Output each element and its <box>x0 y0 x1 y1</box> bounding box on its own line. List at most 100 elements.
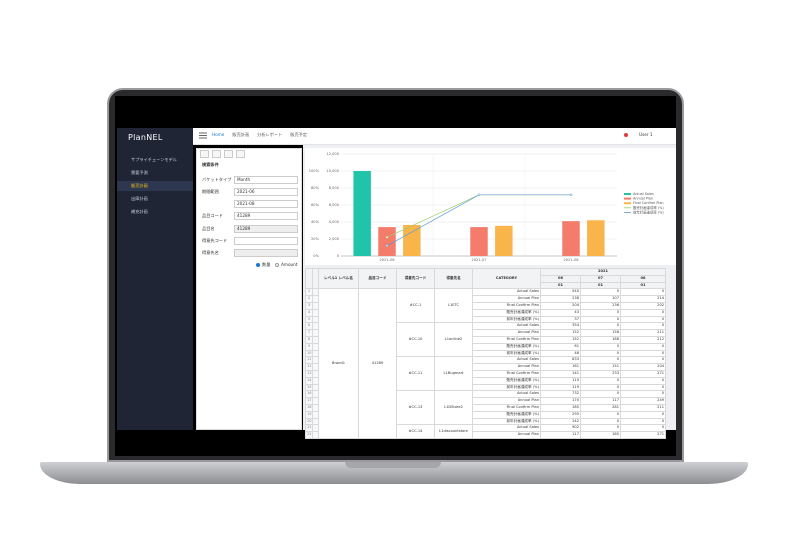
value-cell: 233 <box>580 369 621 378</box>
header-row: レベル1 レベル名 品目コード 得意先コード 得意先名 CATEGORY 2021 <box>305 267 667 290</box>
table-row: 11 #CC-11 L1Bugmart Actual Sales 833 0 0 <box>305 356 667 392</box>
value-cell: 0 <box>619 424 667 433</box>
hamburger-icon[interactable] <box>199 132 207 139</box>
data-table: レベル1 レベル名 品目コード 得意先コード 得意先名 CATEGORY 2021 06 07… <box>305 267 667 439</box>
row-select[interactable] <box>312 403 319 412</box>
value-cell: 107 <box>580 295 621 303</box>
row-select[interactable] <box>312 356 319 365</box>
menu-item[interactable]: 販売計画 <box>117 181 193 191</box>
category-cell: Annual Plan <box>472 363 541 371</box>
bar <box>403 224 421 256</box>
row-select[interactable] <box>312 424 319 433</box>
menu-item[interactable]: 出庫計画 <box>131 196 148 201</box>
legend-label[interactable]: Final Confirm Plan <box>633 201 664 205</box>
row-select[interactable] <box>312 431 319 439</box>
breadcrumb-item[interactable]: 分析レポート <box>257 132 283 137</box>
date-input[interactable]: 2021-08 <box>234 200 298 208</box>
legend-label[interactable]: Actual Sales <box>633 192 654 196</box>
cell: L1DStore2 <box>434 390 473 426</box>
row-number: 18 <box>305 403 313 412</box>
field-label: バケットタイプ <box>202 177 232 182</box>
value-cell: 0 <box>580 417 621 426</box>
breadcrumb-item[interactable]: Home <box>212 132 225 137</box>
menu-item[interactable]: 需要予測 <box>131 170 148 175</box>
y-tick-label: 12,000 <box>326 152 339 156</box>
text-input[interactable] <box>234 237 298 245</box>
value-cell: 117 <box>580 397 621 405</box>
value-cell: 238 <box>540 295 581 303</box>
category-cell: Annual Plan <box>472 295 541 303</box>
row-number: 5 <box>305 315 313 324</box>
toolbar-button[interactable] <box>200 150 209 158</box>
row-select[interactable] <box>312 335 319 344</box>
sidebar <box>117 128 193 430</box>
toolbar-button[interactable] <box>224 150 233 158</box>
breadcrumb-item[interactable]: 販売計画 <box>232 132 250 137</box>
value-cell: 117 <box>540 431 581 439</box>
user[interactable]: User 1 <box>639 132 653 137</box>
legend-label[interactable]: 販売計画達成率 (%) <box>633 205 664 210</box>
category-cell: Final Confirm Plan <box>472 403 541 412</box>
row-select[interactable] <box>312 308 319 317</box>
toolbar-button[interactable] <box>236 150 245 158</box>
row-select[interactable] <box>312 295 319 303</box>
row-select[interactable] <box>312 315 319 324</box>
radio[interactable] <box>256 263 260 267</box>
value-cell: 0 <box>619 315 667 324</box>
y2-tick-label: 40% <box>311 220 320 224</box>
row-select[interactable] <box>312 369 319 378</box>
value-cell: 46 <box>540 349 581 358</box>
header-cell: 01 <box>580 281 621 290</box>
chart: 0 2,000 4,000 6,000 8,000 10,000 12,000 0% 20% 40… <box>305 148 676 265</box>
radio[interactable] <box>275 263 279 267</box>
text-input[interactable]: 41289 <box>234 212 298 220</box>
legend-label[interactable]: Annual Plan <box>633 197 653 201</box>
logo[interactable]: PlanNEL <box>128 133 163 142</box>
row-number: 22 <box>305 431 313 439</box>
value-cell: 0 <box>619 390 667 399</box>
value-cell: 0 <box>580 315 621 324</box>
row-select[interactable] <box>312 410 319 419</box>
bar <box>495 225 513 256</box>
category-cell: Actual Sales <box>472 288 541 297</box>
line-point <box>569 193 573 197</box>
menu-item[interactable]: 補充計画 <box>131 209 148 214</box>
bar <box>470 227 488 256</box>
laptop-notch <box>345 462 441 468</box>
row-number: 16 <box>305 390 313 399</box>
menu-item[interactable]: サプライチェーンモデル <box>131 157 177 162</box>
value-cell: 0 <box>619 410 667 419</box>
row-select[interactable] <box>312 342 319 351</box>
select[interactable]: Month <box>234 176 298 184</box>
row-select[interactable] <box>312 301 319 310</box>
row-select[interactable] <box>312 383 319 392</box>
row-select[interactable] <box>312 397 319 405</box>
row-select[interactable] <box>312 376 319 385</box>
row-select[interactable] <box>312 322 319 331</box>
toolbar-button[interactable] <box>212 150 221 158</box>
value-cell: 271 <box>619 431 667 439</box>
table-row: 2 Annual Plan 238 107 214 <box>305 295 667 303</box>
value-cell: 0 <box>580 342 621 351</box>
value-cell: 295 <box>540 410 581 419</box>
category-cell: 販売計画達成率 (%) <box>472 308 541 317</box>
table-row: 16 #CC-13 L1DStore2 Actual Sales 732 0 0 <box>305 390 667 426</box>
row-number: 3 <box>305 301 313 310</box>
row-select[interactable] <box>312 417 319 426</box>
x-tick-label: 2021-06 <box>379 258 395 262</box>
radio-label: 数量 <box>262 262 271 267</box>
date-input[interactable]: 2021-06 <box>234 188 298 196</box>
y-tick-label: 10,000 <box>326 169 339 173</box>
value-cell: 833 <box>540 356 581 365</box>
row-select[interactable] <box>312 349 319 358</box>
value-cell: 902 <box>540 424 581 433</box>
row-select[interactable] <box>312 363 319 371</box>
value-cell: 0 <box>580 424 621 433</box>
category-cell: Annual Plan <box>472 431 541 439</box>
row-select[interactable] <box>312 390 319 399</box>
header-cell: 08 <box>619 274 667 283</box>
legend-label[interactable]: 前年計画達成率 (%) <box>633 209 664 214</box>
cell: #CC-14 <box>396 424 435 439</box>
row-select[interactable] <box>312 329 319 337</box>
